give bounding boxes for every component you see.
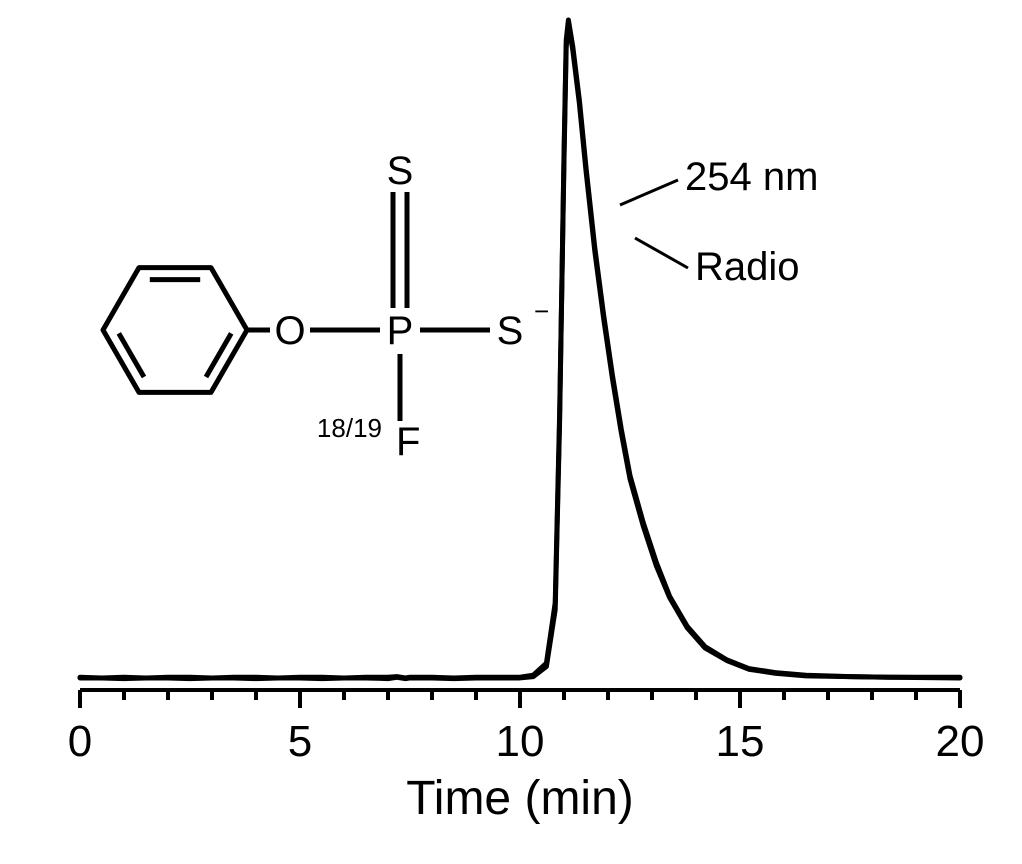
annotation-leader — [635, 238, 688, 268]
atom-S-charge: − — [534, 296, 549, 326]
x-axis-label: Time (min) — [406, 772, 634, 825]
atom-S-top: S — [387, 149, 414, 193]
x-tick-label: 0 — [68, 717, 92, 766]
atom-F: F — [396, 420, 420, 464]
annotation-leader — [620, 180, 678, 205]
atom-S-right: S — [497, 309, 524, 353]
atom-F-isotope: 18/19 — [317, 413, 382, 443]
x-tick-label: 5 — [288, 717, 312, 766]
bond — [119, 333, 144, 377]
atom-O: O — [274, 309, 305, 353]
x-tick-label: 15 — [716, 717, 765, 766]
chromatogram-figure: 05101520Time (min)254 nmRadioOPSS−18/19F — [0, 0, 1022, 864]
x-tick-label: 20 — [936, 717, 985, 766]
annotation-254-nm: 254 nm — [685, 155, 818, 199]
x-tick-label: 10 — [496, 717, 545, 766]
chemical-structure: OPSS−18/19F — [103, 149, 549, 464]
figure-svg: 05101520Time (min)254 nmRadioOPSS−18/19F — [0, 0, 1022, 864]
atom-P: P — [387, 309, 414, 353]
bond — [206, 333, 231, 377]
annotation-radio: Radio — [695, 245, 800, 289]
benzene-ring — [103, 268, 247, 393]
